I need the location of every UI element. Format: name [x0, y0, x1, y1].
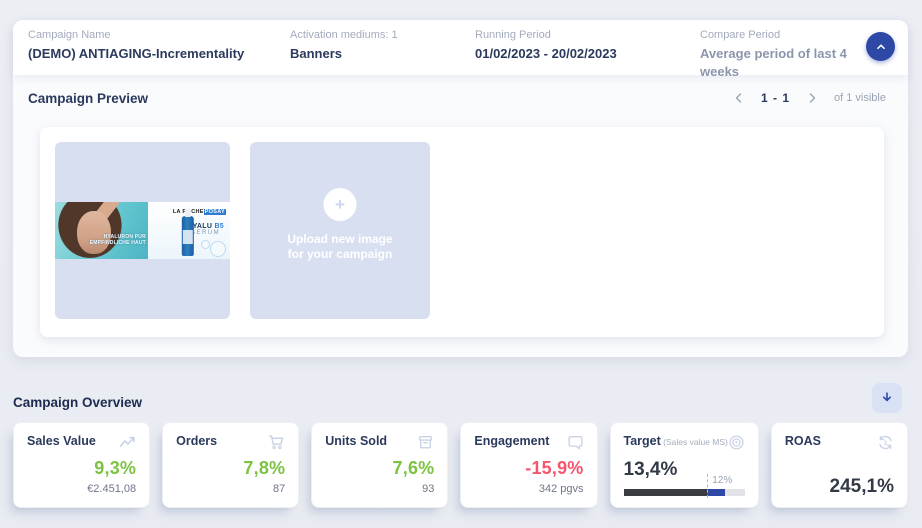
collapse-header-button[interactable]	[866, 32, 895, 61]
target-goal-marker: 12%	[707, 474, 732, 498]
preview-card: HYALURON PUR EMPFINDLICHE HAUT LA ROCHEP…	[40, 127, 884, 337]
kpi-subvalue: 342 pgvs	[538, 483, 584, 495]
kpi-card-units-sold: Units Sold 7,6% 93	[311, 422, 449, 508]
field-campaign-name: Campaign Name (DEMO) ANTIAGING-Increment…	[28, 29, 244, 63]
pagination-next-button[interactable]	[804, 90, 820, 106]
pagination-range: 1 - 1	[761, 91, 791, 105]
campaign-banner-tile[interactable]: HYALURON PUR EMPFINDLICHE HAUT LA ROCHEP…	[55, 142, 230, 319]
banner-photo: HYALURON PUR EMPFINDLICHE HAUT	[55, 202, 148, 259]
target-progress-actual	[623, 489, 708, 496]
kpi-value: 245,1%	[829, 476, 894, 497]
campaign-name-value: (DEMO) ANTIAGING-Incrementality	[28, 46, 245, 61]
running-period-label: Running Period	[475, 29, 551, 41]
overview-section-title: Campaign Overview	[13, 395, 143, 410]
preview-section-title: Campaign Preview	[28, 91, 149, 106]
banner-product-side: LA ROCHEPOSAY HYALU B5 SERUM	[147, 202, 230, 259]
compare-period-label: Compare Period	[700, 29, 781, 41]
download-overview-button[interactable]	[872, 383, 902, 413]
chevron-right-icon	[809, 93, 816, 103]
svg-text:$: $	[884, 440, 888, 447]
kpi-title: Engagement	[474, 434, 550, 448]
kpi-card-roas: ROAS $ 245,1%	[770, 422, 908, 508]
preview-pagination: 1 - 1 of 1 visible	[731, 90, 886, 106]
kpi-subvalue: 87	[273, 483, 286, 495]
upload-button-circle: +	[323, 188, 357, 221]
kpi-title: ROAS	[784, 434, 821, 448]
kpi-card-engagement: Engagement -15,9% 342 pgvs	[460, 422, 598, 508]
kpi-title: Orders	[176, 434, 218, 448]
banner-bubble	[210, 241, 226, 257]
field-compare-period: Compare Period Average period of last 4 …	[700, 29, 860, 81]
field-activation-mediums: Activation mediums: 1 Banners	[290, 29, 398, 63]
chevron-left-icon	[735, 93, 742, 103]
download-icon	[882, 392, 891, 402]
running-period-value: 01/02/2023 - 20/02/2023	[475, 46, 617, 61]
activation-mediums-label: Activation mediums: 1	[290, 29, 398, 41]
banner-image: HYALURON PUR EMPFINDLICHE HAUT LA ROCHEP…	[55, 202, 230, 259]
line-chart-icon	[119, 436, 135, 448]
chat-bubble-icon	[567, 435, 583, 450]
banner-bubble	[201, 240, 210, 249]
chevron-up-icon	[876, 43, 885, 49]
kpi-title: Target (Sales value MS)	[623, 434, 728, 448]
kpi-title: Sales Value	[27, 434, 96, 448]
upload-tile-label: Upload new image for your campaign	[287, 232, 393, 261]
kpi-value: 13,4%	[623, 459, 678, 480]
kpi-card-orders: Orders 7,8% 87	[162, 422, 300, 508]
kpi-title-suffix: (Sales value MS)	[660, 437, 728, 447]
upload-image-tile[interactable]: + Upload new image for your campaign	[250, 142, 430, 319]
kpi-value: 7,6%	[392, 458, 435, 478]
target-progress-overflow	[707, 489, 726, 496]
kpi-subvalue: 93	[422, 483, 435, 495]
kpi-card-target: Target (Sales value MS) 13,4% 12%	[609, 422, 759, 508]
campaign-header: Campaign Name (DEMO) ANTIAGING-Increment…	[13, 20, 908, 79]
banner-product-text: HYALU B5 SERUM	[187, 223, 224, 236]
refresh-dollar-icon: $	[879, 435, 892, 450]
banner-model-face	[77, 211, 111, 255]
banner-overlay-text: HYALURON PUR EMPFINDLICHE HAUT	[89, 234, 146, 247]
campaign-name-label: Campaign Name	[28, 29, 111, 41]
campaign-panel: Campaign Name (DEMO) ANTIAGING-Increment…	[13, 20, 908, 357]
target-icon	[729, 435, 744, 450]
box-icon	[419, 435, 433, 449]
cart-icon	[269, 435, 284, 450]
kpi-value: 9,3%	[94, 458, 137, 478]
banner-serum-bottle	[181, 209, 194, 256]
target-progress-bar	[623, 489, 745, 496]
kpi-value: -15,9%	[525, 458, 584, 478]
field-running-period: Running Period 01/02/2023 - 20/02/2023	[475, 29, 617, 63]
activation-mediums-value: Banners	[290, 46, 343, 61]
kpi-cards-row: Sales Value 9,3% €2.451,08 Orders 7,8% 8…	[13, 422, 908, 508]
kpi-card-sales-value: Sales Value 9,3% €2.451,08	[13, 422, 151, 508]
plus-icon: +	[335, 195, 345, 214]
kpi-subvalue: €2.451,08	[87, 483, 137, 495]
kpi-value: 7,8%	[243, 458, 286, 478]
compare-period-value: Average period of last 4 weeks	[700, 46, 847, 79]
pagination-prev-button[interactable]	[731, 90, 747, 106]
pagination-visible-text: of 1 visible	[834, 92, 886, 104]
target-goal-label: 12%	[712, 475, 733, 486]
kpi-title: Units Sold	[325, 434, 388, 448]
